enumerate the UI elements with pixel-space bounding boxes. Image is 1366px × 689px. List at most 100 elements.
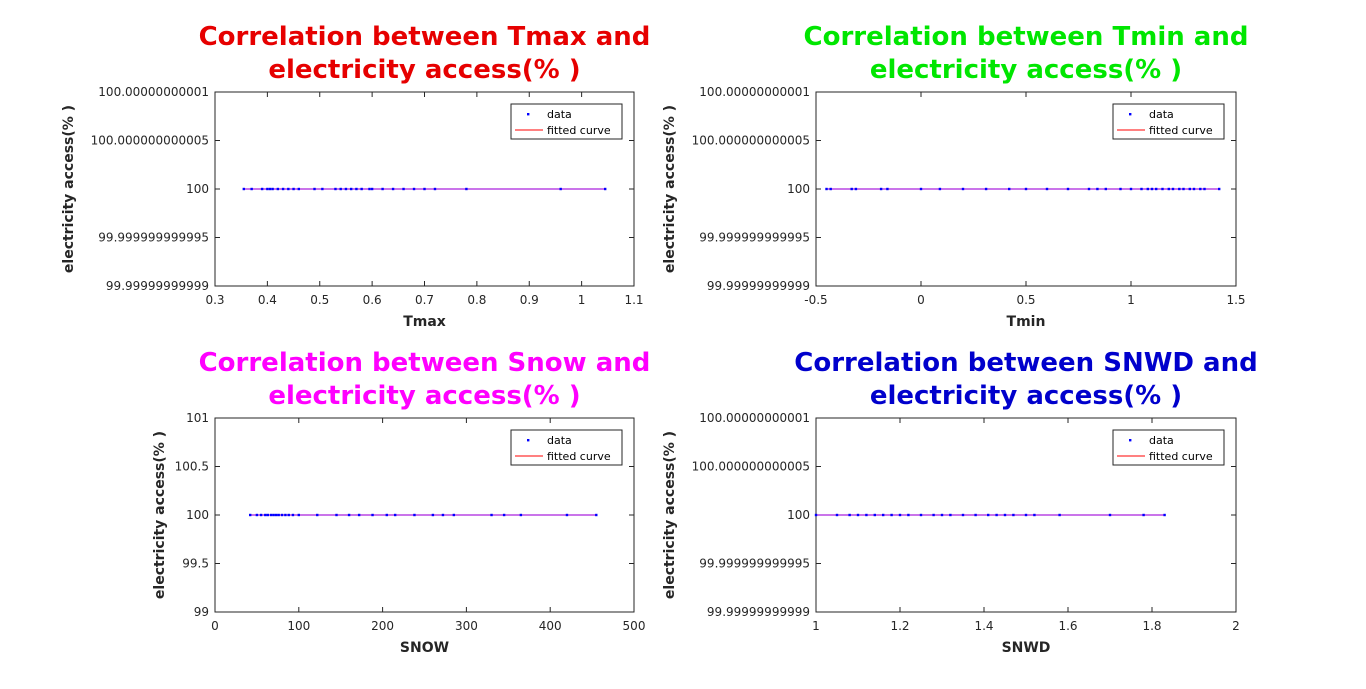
data-point [433,187,437,191]
chart-title-line: Correlation between Tmax and [199,22,651,52]
data-point [260,187,264,191]
data-point [368,187,371,191]
y-tick-label: 101 [186,411,209,425]
legend-label-data: data [1149,434,1174,447]
legend-data-marker [527,113,530,116]
data-point [1108,513,1112,517]
x-tick-label: 0.5 [1016,293,1035,307]
data-point [423,187,426,191]
y-tick-label: 100 [186,508,209,522]
data-point [1008,187,1011,191]
data-point [1167,187,1170,191]
data-point [1087,187,1091,191]
data-point [907,513,910,517]
legend-data-marker [1129,113,1132,116]
data-point [1129,187,1133,191]
data-point [321,187,324,191]
legend-label-data: data [547,108,572,121]
data-point [1150,187,1154,191]
y-tick-label: 99.99999999999 [106,279,209,293]
y-tick-label: 100.00000000001 [699,411,810,425]
legend-label-data: data [547,434,572,447]
data-point [292,187,295,191]
data-point [291,513,295,517]
data-point [297,513,300,517]
data-point [1033,513,1036,517]
data-point [995,513,998,517]
legend-label-fit: fitted curve [1149,124,1213,137]
data-point [385,513,388,517]
x-tick-label: 0.8 [467,293,486,307]
legend-data-marker [1129,439,1132,442]
data-point [814,513,818,517]
data-point [825,187,828,191]
chart-title-line: electricity access(% ) [268,55,580,85]
data-point [242,187,246,191]
data-point [1218,187,1221,191]
data-point [856,513,860,517]
x-tick-label: 300 [455,619,478,633]
x-tick-label: 200 [371,619,394,633]
data-point [1142,513,1145,517]
data-point [1003,513,1007,517]
data-point [355,187,358,191]
x-tick-label: 1.5 [1226,293,1245,307]
legend-box [510,429,623,466]
data-point [393,513,397,517]
x-axis-label: Tmax [403,314,446,330]
data-point [865,513,868,517]
data-point [603,187,607,191]
data-point [1178,187,1181,191]
data-point [349,187,353,191]
y-tick-label: 100.00000000001 [98,85,209,99]
data-point [1171,187,1175,191]
x-tick-label: 1.6 [1058,619,1077,633]
data-point [984,187,988,191]
y-tick-label: 99.999999999995 [699,231,810,245]
data-point [334,187,337,191]
data-point [316,513,319,517]
data-point [272,513,275,517]
data-point [919,187,923,191]
data-point [313,187,316,191]
y-tick-label: 99.999999999995 [699,557,810,571]
data-point [987,513,990,517]
data-point [250,187,253,191]
data-point [835,513,839,517]
legend-box [1112,103,1225,140]
data-point [452,513,456,517]
data-point [1199,187,1202,191]
x-tick-label: 1.2 [890,619,909,633]
y-tick-label: 100.000000000005 [91,134,209,148]
y-tick-label: 99.999999999995 [98,231,209,245]
legend-label-fit: fitted curve [1149,450,1213,463]
data-point [1024,187,1028,191]
x-axis-label: SNOW [400,640,449,656]
data-point [940,513,944,517]
y-axis-label: electricity access(% ) [152,431,168,599]
data-point [339,187,342,191]
y-tick-label: 99.99999999999 [707,605,810,619]
legend-label-fit: fitted curve [547,124,611,137]
legend-box [1112,429,1225,466]
legend-label-data: data [1149,108,1174,121]
y-axis-label: electricity access(% ) [662,431,678,599]
x-tick-label: 100 [287,619,310,633]
data-point [949,513,952,517]
data-point [1188,187,1191,191]
data-point [276,187,280,191]
y-tick-label: 100 [186,182,209,196]
legend-box [510,103,623,140]
y-tick-label: 100.000000000005 [692,460,810,474]
x-tick-label: 0 [211,619,219,633]
y-tick-label: 99.99999999999 [707,279,810,293]
x-tick-label: 0.6 [363,293,382,307]
data-point [559,187,562,191]
x-tick-label: 1.4 [974,619,993,633]
x-tick-label: 500 [623,619,646,633]
y-tick-label: 100 [787,508,810,522]
y-tick-label: 99 [194,605,209,619]
data-point [565,513,569,517]
y-axis-label: electricity access(% ) [61,105,77,273]
